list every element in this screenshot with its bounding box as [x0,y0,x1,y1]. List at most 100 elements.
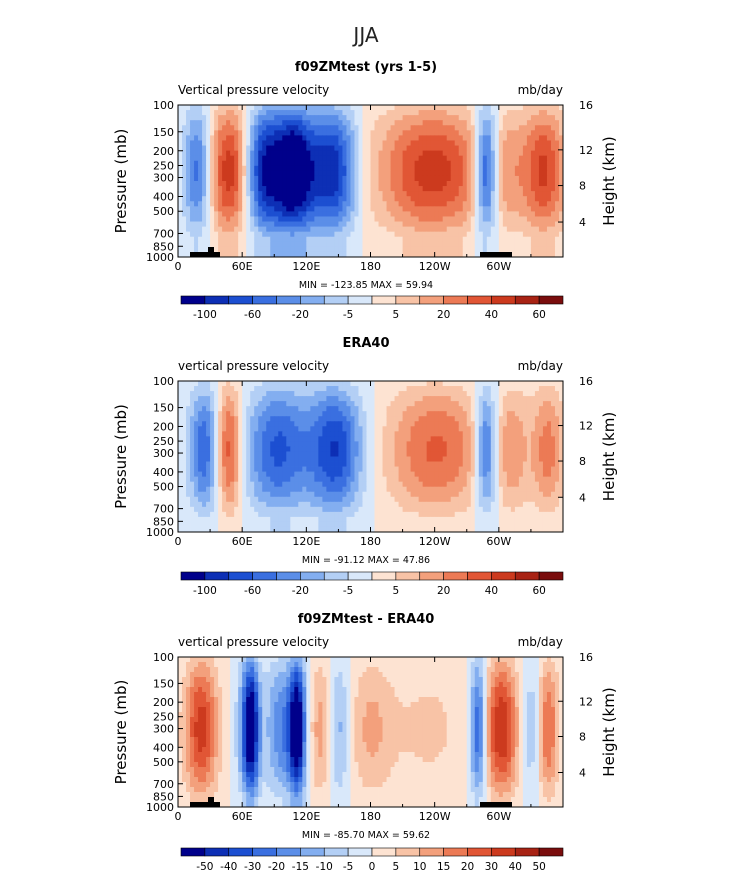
contour-cell [518,196,524,202]
contour-cell [422,191,428,197]
contour-cell [498,181,504,187]
contour-cell [514,236,520,243]
contour-cell [330,431,335,437]
contour-cell [498,175,504,182]
contour-cell [370,456,375,462]
contour-cell [498,155,504,162]
contour-cell [350,135,355,141]
contour-cell [378,411,383,417]
contour-cell [278,120,283,126]
contour-cell [398,431,403,437]
contour-cell [202,135,207,141]
contour-cell [474,110,480,116]
contour-cell [506,456,512,462]
contour-cell [334,155,339,162]
contour-cell [402,216,407,222]
contour-cell [190,436,195,442]
contour-cell [450,125,456,131]
contour-cell [550,110,556,116]
contour-cell [342,120,347,126]
contour-cell [206,421,211,427]
contour-cell [258,456,263,462]
contour-cell [510,386,516,392]
contour-cell [278,135,283,141]
contour-cell [202,486,207,493]
contour-cell [530,155,536,162]
contour-cell [526,221,532,227]
contour-cell [302,431,307,437]
contour-cell [514,231,520,238]
contour-cell [458,481,464,488]
contour-cell [290,231,295,238]
contour-cell [326,170,331,177]
contour-cell [258,201,263,207]
contour-cell [206,110,211,116]
contour-cell [534,386,540,392]
contour-cell [478,476,484,483]
contour-cell [474,175,480,182]
contour-cell [494,416,500,422]
contour-cell [194,436,199,442]
contour-cell [282,145,287,151]
contour-cell [254,191,259,197]
contour-cell [302,226,307,233]
contour-cell [382,120,387,126]
contour-cell [354,150,359,157]
contour-cell [242,476,247,483]
contour-cell [274,150,279,157]
contour-cell [526,241,532,248]
contour-cell [558,241,564,248]
contour-cell [398,381,403,387]
contour-cell [426,105,432,111]
contour-cell [554,481,560,488]
contour-cell [442,206,448,212]
contour-cell [494,140,500,146]
contour-cell [290,441,295,447]
contour-cell [334,461,339,467]
contour-cell [278,110,283,116]
contour-cell [398,115,403,121]
contour-cell [490,381,496,387]
contour-cell [398,196,403,202]
contour-cell [318,456,323,462]
contour-cell [386,226,391,233]
contour-cell [558,406,564,412]
contour-cell [402,411,407,417]
contour-cell [386,416,391,422]
contour-cell [394,110,399,116]
contour-cell [334,201,339,207]
contour-cell [394,416,399,422]
contour-cell [458,115,464,121]
contour-cell [410,145,416,151]
contour-cell [462,386,468,392]
contour-cell [286,150,291,157]
contour-cell [338,135,343,141]
contour-cell [462,140,468,146]
contour-cell [294,211,299,217]
contour-cell [226,461,231,467]
contour-cell [438,191,444,197]
contour-cell [370,201,375,207]
contour-cell [426,216,432,222]
contour-cell [422,446,428,452]
contour-cell [306,170,311,177]
contour-cell [390,241,395,248]
contour-cell [290,396,295,402]
contour-cell [514,421,520,427]
contour-cell [274,421,279,427]
contour-cell [426,436,432,442]
contour-cell [450,130,456,136]
contour-cell [230,416,235,422]
contour-cell [414,246,420,253]
contour-cell [210,436,215,442]
contour-cell [386,211,391,217]
contour-cell [522,461,528,467]
contour-cell [286,211,291,217]
contour-cell [410,115,416,121]
contour-cell [510,446,516,452]
contour-cell [210,206,215,212]
contour-cell [186,221,191,227]
contour-cell [202,226,207,233]
contour-cell [314,130,319,136]
contour-cell [538,155,544,162]
